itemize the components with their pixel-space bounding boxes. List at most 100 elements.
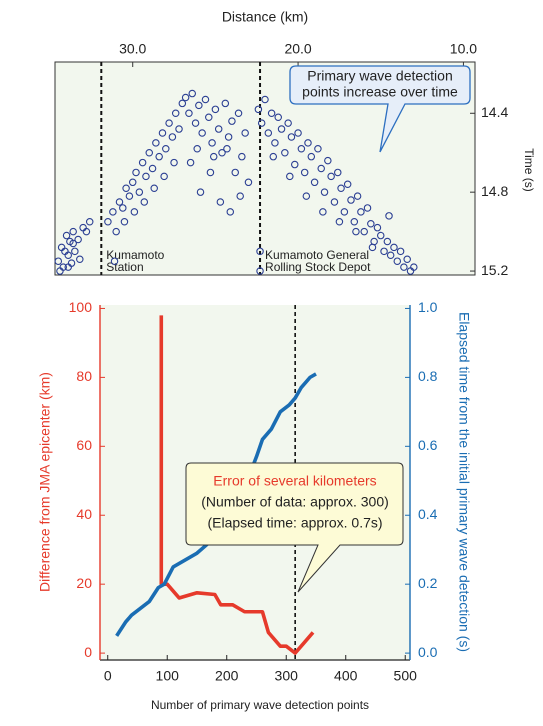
data-point (178, 99, 187, 108)
data-point (205, 113, 213, 121)
data-line (159, 315, 315, 655)
data-point (206, 168, 215, 177)
data-point (231, 168, 239, 177)
data-point (130, 208, 139, 216)
data-point (287, 133, 296, 141)
data-point (128, 178, 137, 187)
data-point (160, 172, 168, 181)
data-point (236, 192, 244, 200)
data-point (352, 227, 360, 236)
data-point (335, 218, 344, 226)
data-point (140, 198, 149, 206)
data-point (300, 168, 309, 177)
data-point (150, 184, 158, 192)
y-tick-label: 0 (84, 644, 92, 660)
data-point (373, 223, 382, 232)
data-point (125, 192, 134, 200)
y-tick-label: 60 (76, 437, 92, 453)
data-point (385, 212, 393, 220)
data-point (69, 239, 77, 248)
y-tick-label: 14.4 (481, 104, 508, 120)
data-point (218, 148, 226, 157)
data-point (363, 204, 372, 212)
data-point (148, 164, 157, 173)
x-tick-label: 100 (156, 668, 180, 684)
y-tick-label: 20 (76, 575, 92, 591)
reference-label: Kumamoto General (265, 248, 369, 262)
data-point (162, 145, 170, 153)
y2-tick-label: 0.0 (418, 644, 438, 660)
data-point (367, 219, 375, 228)
data-point (171, 109, 180, 118)
data-point (195, 101, 203, 110)
data-point (383, 237, 392, 246)
data-point (277, 125, 286, 133)
data-point (62, 231, 71, 240)
data-point (286, 172, 294, 181)
data-point (175, 125, 183, 133)
data-point (294, 129, 302, 137)
data-point (400, 263, 408, 271)
data-point (254, 105, 263, 114)
data-point (201, 95, 210, 104)
data-point (319, 208, 327, 216)
y2-tick-label: 0.4 (418, 506, 438, 522)
data-point (393, 257, 402, 265)
data-point (386, 251, 395, 260)
data-point (54, 257, 63, 265)
y-tick-label: 15.2 (481, 262, 508, 278)
data-point (264, 129, 273, 137)
y-axis-label: Time (s) (522, 148, 536, 192)
data-point (281, 148, 289, 157)
x-tick-label: 400 (334, 668, 358, 684)
data-point (297, 145, 306, 153)
x-tick-label: 10.0 (450, 41, 477, 57)
data-point (211, 105, 220, 114)
callout-title: Error of several kilometers (213, 473, 376, 489)
x-tick-label: 500 (394, 668, 418, 684)
data-point (357, 208, 365, 216)
data-point (120, 218, 129, 226)
data-point (208, 139, 216, 147)
callout-box (185, 462, 404, 593)
data-point (76, 255, 84, 263)
data-point (256, 247, 264, 256)
data-point (188, 89, 196, 98)
data-point (324, 156, 332, 165)
data-point (198, 129, 206, 137)
data-point (181, 93, 190, 102)
data-point (274, 113, 282, 121)
x-tick-label: 0 (104, 668, 112, 684)
data-point (82, 227, 91, 236)
data-point (196, 188, 205, 196)
data-point (145, 148, 154, 157)
data-point (135, 188, 144, 196)
reference-label: Rolling Stock Depot (265, 260, 371, 274)
x-axis-label: Distance (km) (222, 9, 308, 25)
data-point (158, 129, 167, 137)
data-point (226, 208, 235, 216)
data-point (376, 231, 385, 240)
data-point (261, 95, 269, 104)
data-point (368, 243, 377, 252)
data-point (334, 168, 342, 177)
reference-label: Kumamoto (106, 248, 164, 262)
data-point (340, 208, 349, 216)
y2-tick-label: 0.2 (418, 575, 438, 591)
data-point (353, 192, 362, 200)
data-point (115, 198, 124, 206)
data-point (85, 218, 94, 226)
data-point (122, 184, 130, 192)
data-point (170, 158, 178, 167)
data-point (223, 145, 231, 153)
data-point (112, 227, 120, 236)
data-point (71, 247, 79, 256)
data-point (314, 145, 322, 153)
data-point (109, 208, 117, 216)
data-point (410, 263, 418, 271)
data-point (186, 158, 195, 167)
data-point (132, 168, 140, 177)
data-point (238, 152, 246, 161)
y-tick-label: 80 (76, 368, 92, 384)
data-point (347, 196, 355, 204)
